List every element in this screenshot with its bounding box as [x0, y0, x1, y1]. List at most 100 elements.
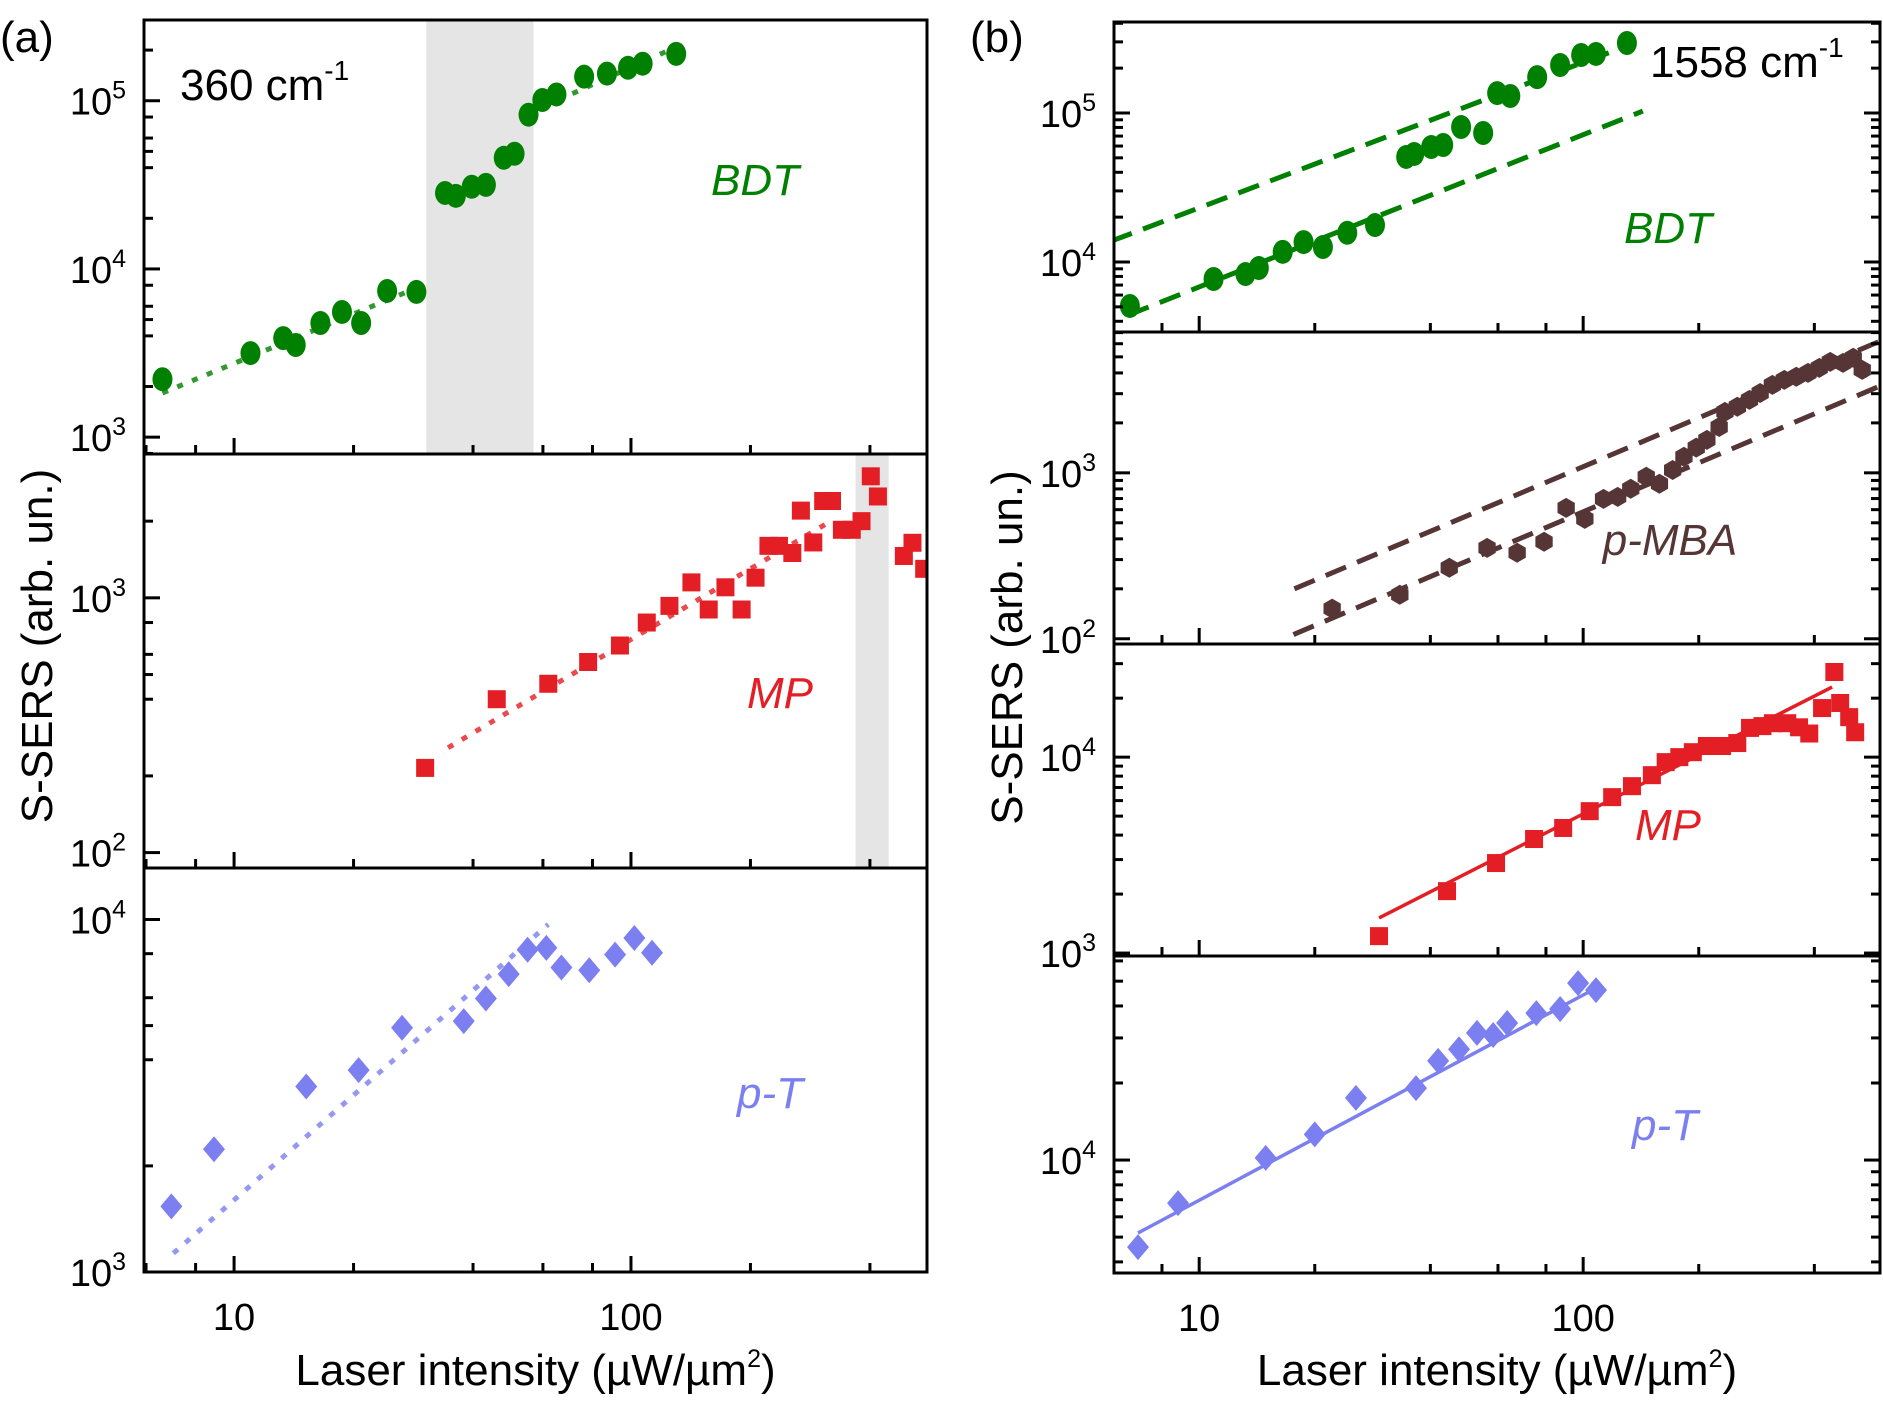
- y-tick-base: 10: [1040, 1141, 1082, 1183]
- data-point: [518, 102, 539, 127]
- data-point: [1550, 52, 1571, 77]
- data-point: [240, 341, 261, 366]
- x-axis-title-end: ): [761, 1346, 776, 1395]
- x-axis: [1160, 1257, 1816, 1273]
- data-point: [868, 487, 887, 506]
- y-tick-label: 105: [1040, 89, 1096, 136]
- data-point: [861, 467, 880, 486]
- data-point: [416, 758, 435, 777]
- data-point: [1487, 854, 1506, 873]
- x-tick-label: 100: [1551, 1298, 1614, 1340]
- data-point: [716, 578, 735, 597]
- data-point: [746, 568, 765, 587]
- data-point: [539, 674, 558, 693]
- data-point: [903, 533, 922, 552]
- fit-line-dashed: [1292, 383, 1880, 637]
- data-point: [604, 941, 627, 968]
- data-point: [1127, 1234, 1150, 1261]
- data-point: [1763, 714, 1782, 733]
- data-point: [331, 299, 352, 324]
- data-point: [596, 61, 617, 86]
- data-point: [574, 64, 595, 89]
- data-points: [1119, 30, 1637, 318]
- data-point: [682, 573, 701, 592]
- data-point: [915, 559, 927, 578]
- data-point: [452, 1008, 475, 1035]
- annotation-sup: -1: [1819, 32, 1844, 63]
- data-point: [791, 501, 810, 520]
- data-point: [852, 512, 871, 531]
- data-point: [1683, 743, 1702, 762]
- x-axis-title: Laser intensity (µW/µm2): [295, 1345, 775, 1395]
- data-point: [1404, 141, 1425, 166]
- data-points: [1323, 347, 1871, 619]
- series-label: p-MBA: [1601, 516, 1737, 565]
- data-point: [1622, 777, 1641, 796]
- y-tick-exponent: 4: [1082, 1136, 1096, 1164]
- data-point: [391, 1014, 414, 1041]
- y-tick-exponent: 4: [112, 245, 126, 273]
- data-point: [285, 333, 306, 358]
- y-tick-base: 10: [70, 1253, 112, 1295]
- subplot-frame: [1112, 330, 1882, 646]
- data-point: [1585, 41, 1606, 66]
- y-tick-base: 10: [1040, 934, 1082, 976]
- data-point: [1465, 1019, 1488, 1046]
- x-axis-title-sup: 2: [747, 1345, 761, 1373]
- y-tick-base: 10: [1040, 243, 1082, 285]
- data-point: [160, 1193, 183, 1220]
- data-point: [347, 1057, 370, 1084]
- data-point: [445, 183, 466, 208]
- panel-label: (a): [0, 13, 54, 62]
- y-tick-label: 104: [1040, 238, 1096, 285]
- data-point: [1525, 830, 1544, 849]
- y-tick-exponent: 3: [1082, 929, 1096, 957]
- fit-lines: [446, 519, 832, 750]
- fit-line-dotted: [446, 519, 832, 750]
- data-point: [637, 613, 656, 632]
- y-tick-exponent: 3: [112, 413, 126, 441]
- y-tick-label: 104: [1040, 1136, 1096, 1183]
- y-tick-exponent: 5: [1082, 89, 1096, 117]
- data-point: [732, 600, 751, 619]
- x-axis: [1160, 316, 1816, 332]
- fit-line-dashed: [1127, 108, 1644, 318]
- data-point: [1312, 235, 1333, 260]
- data-point: [632, 51, 653, 76]
- subplot-frame: [1112, 954, 1882, 1275]
- subplot-frame: [1112, 642, 1882, 958]
- fit-lines: [171, 922, 550, 1256]
- y-tick-exponent: 4: [1082, 238, 1096, 266]
- y-tick-base: 10: [70, 82, 112, 124]
- data-point: [1433, 132, 1454, 157]
- fit-line-solid: [1137, 987, 1596, 1235]
- data-point: [666, 41, 687, 66]
- y-tick-exponent: 3: [112, 1248, 126, 1276]
- series-label: BDT: [1624, 204, 1715, 253]
- data-point: [295, 1073, 318, 1100]
- data-point: [1664, 460, 1682, 480]
- y-axis: 104: [1040, 959, 1880, 1264]
- data-point: [610, 636, 629, 655]
- y-tick-base: 10: [70, 834, 112, 876]
- subplot-p-t: 104 p-T: [1040, 954, 1882, 1275]
- data-point: [578, 957, 601, 984]
- data-point: [1831, 693, 1850, 712]
- data-point: [1482, 1022, 1505, 1049]
- data-point: [1800, 724, 1819, 743]
- x-tick-label: 100: [599, 1297, 662, 1339]
- data-point: [1438, 882, 1457, 901]
- y-tick-label: 102: [70, 829, 126, 876]
- data-point: [1427, 1047, 1450, 1074]
- data-point: [1254, 1144, 1277, 1171]
- y-tick-label: 104: [1040, 733, 1096, 780]
- data-point: [1840, 708, 1859, 727]
- y-tick-base: 10: [1040, 454, 1082, 496]
- data-point: [1637, 466, 1655, 487]
- x-axis-title-main: Laser intensity (µW/µm: [1257, 1346, 1709, 1395]
- data-point: [1451, 115, 1472, 140]
